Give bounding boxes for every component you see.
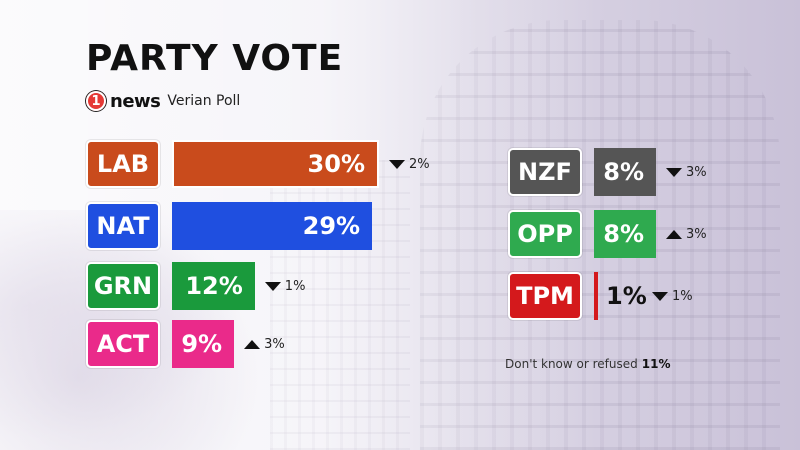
party-change: 2%	[389, 140, 430, 188]
party-change: 1%	[264, 262, 306, 310]
party-bar: 30%	[172, 140, 379, 188]
arrow-up-icon	[666, 229, 682, 239]
news-logo-text: news	[110, 90, 161, 112]
chart-title: PARTY VOTE	[86, 38, 344, 79]
party-change: 3%	[666, 210, 707, 258]
party-label: GRN	[86, 262, 160, 310]
arrow-up-icon	[244, 339, 261, 349]
footnote-value: 11%	[641, 357, 671, 371]
poll-name: Verian Poll	[167, 93, 241, 109]
party-change-value: 1%	[672, 288, 693, 304]
footnote: Don't know or refused 11%	[505, 357, 671, 371]
party-change: 3%	[244, 320, 285, 368]
arrow-down-icon	[264, 281, 281, 291]
footnote-label: Don't know or refused	[505, 357, 638, 371]
party-bar	[594, 272, 598, 320]
party-bar: 8%	[594, 210, 656, 258]
party-change: 1%	[652, 272, 693, 320]
party-label: NZF	[508, 148, 582, 196]
one-news-logo-icon: 1	[86, 91, 106, 111]
arrow-down-icon	[389, 159, 405, 169]
party-change: 3%	[666, 148, 707, 196]
party-change-value: 3%	[686, 226, 707, 242]
party-bar: 8%	[594, 148, 656, 196]
party-label: OPP	[508, 210, 582, 258]
arrow-down-icon	[666, 167, 682, 177]
party-change-value: 3%	[264, 336, 285, 352]
party-change-value: 2%	[409, 156, 430, 172]
party-label: TPM	[508, 272, 582, 320]
party-label: ACT	[86, 320, 160, 368]
party-bar: 12%	[172, 262, 255, 310]
party-bar: 9%	[172, 320, 235, 368]
party-change-value: 1%	[284, 278, 306, 294]
party-label: LAB	[86, 140, 160, 188]
party-change-value: 3%	[686, 164, 707, 180]
arrow-down-icon	[652, 291, 668, 301]
poll-source: 1 news Verian Poll	[86, 90, 240, 112]
party-value-label: 1%	[606, 282, 647, 310]
party-label: NAT	[86, 202, 160, 250]
party-bar: 29%	[172, 202, 373, 250]
